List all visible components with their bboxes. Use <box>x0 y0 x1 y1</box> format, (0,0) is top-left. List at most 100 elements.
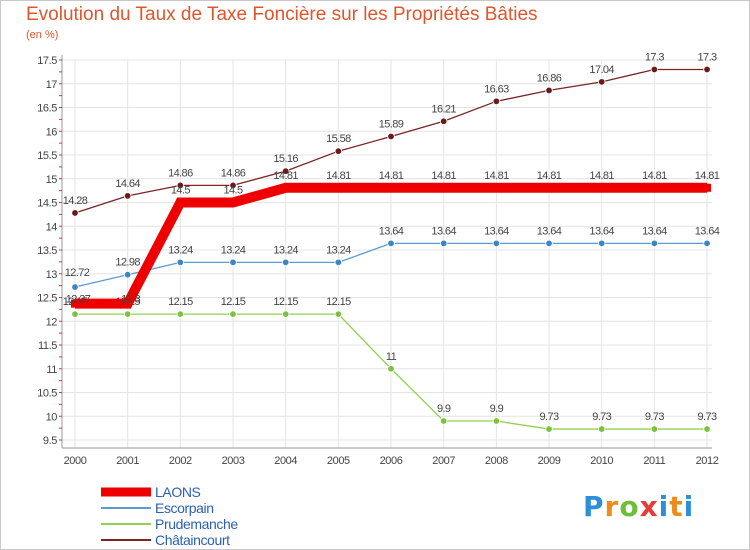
point-laons <box>545 183 554 192</box>
x-tick-label: 2008 <box>485 455 508 467</box>
x-tick-label: 2007 <box>432 455 455 467</box>
x-tick-label: 2001 <box>116 455 139 467</box>
logo-letter: t <box>669 490 684 523</box>
data-label-escorpain: 13.24 <box>221 244 246 256</box>
point-prudemanche <box>229 310 237 318</box>
data-label-prudemanche: 9.9 <box>490 403 504 415</box>
x-tick-label: 2009 <box>538 455 561 467</box>
data-label-ch-taincourt: 17.3 <box>698 52 717 64</box>
point-laons <box>492 183 501 192</box>
point-laons <box>387 183 396 192</box>
x-tick-label: 2010 <box>590 455 613 467</box>
data-label-laons: 14.81 <box>589 170 614 182</box>
point-laons <box>650 183 659 192</box>
data-label-prudemanche: 9.73 <box>645 411 664 423</box>
logo-letter: x <box>639 490 659 523</box>
point-ch-taincourt <box>176 181 185 190</box>
point-laons <box>334 183 343 192</box>
y-tick-label: 9.5 <box>43 435 57 447</box>
y-tick-label: 17.5 <box>37 55 57 67</box>
data-label-ch-taincourt: 14.28 <box>63 195 88 207</box>
point-escorpain <box>334 258 343 267</box>
data-label-ch-taincourt: 14.64 <box>115 178 140 190</box>
point-escorpain <box>439 239 448 248</box>
point-prudemanche <box>176 310 185 318</box>
x-tick-label: 2003 <box>222 455 245 467</box>
logo-letter: i <box>683 490 695 523</box>
data-label-escorpain: 12.98 <box>115 257 140 269</box>
data-label-prudemanche: 12.15 <box>168 296 193 308</box>
point-prudemanche <box>650 425 659 433</box>
point-laons <box>71 299 79 308</box>
legend-label-laons: LAONS <box>155 484 201 500</box>
data-label-laons: 14.5 <box>171 185 190 197</box>
data-label-ch-taincourt: 14.86 <box>168 167 193 179</box>
point-ch-taincourt <box>387 132 395 141</box>
point-ch-taincourt <box>492 97 501 106</box>
point-ch-taincourt <box>71 209 79 217</box>
data-label-prudemanche: 12.15 <box>221 296 246 308</box>
y-tick-label: 14 <box>46 221 58 233</box>
data-label-laons: 14.5 <box>224 185 243 197</box>
unit-label: (en %) <box>26 29 59 41</box>
logo-letter: r <box>604 490 620 523</box>
data-label-escorpain: 13.64 <box>695 225 720 237</box>
data-label-escorpain: 13.64 <box>484 225 509 237</box>
x-tick-label: 2002 <box>169 455 192 467</box>
point-prudemanche <box>598 425 606 433</box>
y-tick-label: 10 <box>46 411 58 423</box>
point-escorpain <box>176 258 185 267</box>
point-escorpain <box>281 258 290 267</box>
point-prudemanche <box>334 310 343 318</box>
data-label-ch-taincourt: 16.86 <box>537 72 562 84</box>
point-escorpain <box>229 258 237 267</box>
point-laons <box>597 183 606 192</box>
data-label-escorpain: 12.72 <box>65 267 90 279</box>
point-escorpain <box>545 239 553 248</box>
data-label-escorpain: 13.64 <box>642 225 667 237</box>
legend-label-ch-taincourt: Châtaincourt <box>155 532 230 548</box>
point-ch-taincourt <box>650 65 659 74</box>
y-tick-label: 15 <box>46 174 58 186</box>
point-prudemanche <box>545 425 553 433</box>
point-ch-taincourt <box>545 86 553 95</box>
point-laons <box>176 198 185 207</box>
data-label-laons: 14.81 <box>431 170 456 182</box>
logo-letter: o <box>619 490 640 523</box>
y-tick-label: 11.5 <box>38 340 57 352</box>
point-ch-taincourt <box>334 147 343 155</box>
point-ch-taincourt <box>229 181 237 190</box>
data-label-ch-taincourt: 15.89 <box>379 118 404 130</box>
x-tick-label: 2005 <box>327 455 350 467</box>
y-tick-label: 16.5 <box>37 103 57 115</box>
point-ch-taincourt <box>281 167 290 175</box>
point-laons <box>123 299 132 308</box>
y-tick-label: 10.5 <box>37 388 57 400</box>
point-escorpain <box>598 239 606 248</box>
y-tick-label: 17 <box>46 79 58 91</box>
point-laons <box>281 183 290 192</box>
point-escorpain <box>387 239 395 248</box>
data-label-ch-taincourt: 16.21 <box>431 103 456 115</box>
data-label-prudemanche: 12.15 <box>273 296 298 308</box>
x-tick-label: 2004 <box>274 455 297 467</box>
data-label-escorpain: 13.64 <box>537 225 562 237</box>
y-tick-label: 12 <box>46 316 58 328</box>
y-tick-label: 12.5 <box>37 293 57 305</box>
data-label-laons: 14.81 <box>379 170 404 182</box>
data-label-prudemanche: 11 <box>386 351 397 363</box>
data-label-laons: 14.81 <box>484 170 509 182</box>
point-prudemanche <box>439 417 448 425</box>
x-tick-label: 2000 <box>64 455 87 467</box>
y-tick-label: 14.5 <box>37 198 57 210</box>
proxiti-logo: Proxiti <box>583 490 694 523</box>
x-tick-label: 2006 <box>380 455 403 467</box>
point-escorpain <box>703 239 711 248</box>
data-label-escorpain: 13.64 <box>379 225 404 237</box>
logo-letter: P <box>583 490 605 523</box>
y-tick-label: 11 <box>46 364 57 376</box>
data-label-laons: 12.37 <box>66 294 91 306</box>
logo-letter: i <box>658 490 670 523</box>
y-tick-label: 13 <box>46 269 58 281</box>
